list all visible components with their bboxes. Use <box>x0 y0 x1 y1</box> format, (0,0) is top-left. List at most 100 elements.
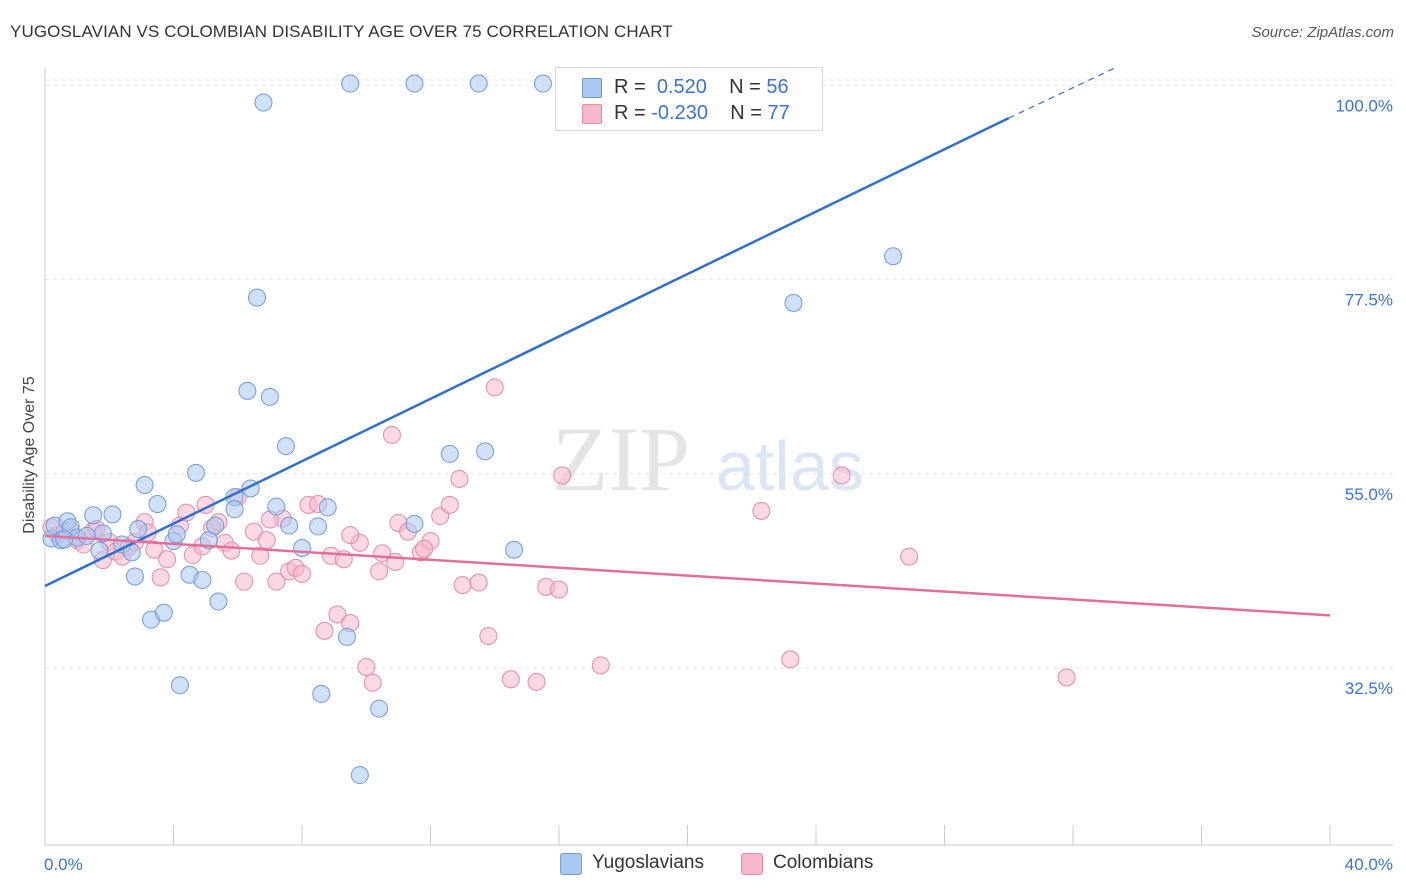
colombian-point <box>328 605 347 624</box>
yugoslavian-point <box>476 442 495 461</box>
yugoslavian-point <box>318 498 337 517</box>
colombian-point <box>453 576 472 595</box>
yugoslavian-point <box>260 387 279 406</box>
colombian-point <box>527 672 546 691</box>
n-label: N = <box>730 102 762 124</box>
y-tick-label: 32.5% <box>1345 679 1393 698</box>
yugoslavian-point <box>84 506 103 525</box>
yugoslavian-point <box>312 684 331 703</box>
yugoslavian-point <box>77 526 96 545</box>
x-tick-label: 40.0% <box>1345 855 1393 874</box>
series-name-colombians: Colombians <box>773 852 874 873</box>
yugoslavian-point <box>267 497 286 516</box>
trend-lines <box>44 67 1331 617</box>
colombian-point <box>357 658 376 677</box>
colombian-point <box>244 522 263 541</box>
colombian-point <box>341 526 360 545</box>
legend-swatch-colombians <box>582 104 602 124</box>
colombian-point <box>415 539 434 558</box>
colombian-point <box>235 572 254 591</box>
n-label: N = <box>729 76 761 98</box>
colombian-point <box>158 550 177 569</box>
yugoslavians-trend-line <box>44 116 1010 588</box>
colombian-point <box>370 562 389 581</box>
axes <box>44 68 1393 846</box>
series-swatch-yugoslavians <box>560 853 582 875</box>
r-label: R = <box>614 76 646 98</box>
yugoslavian-point <box>784 293 803 312</box>
colombian-point <box>485 378 504 397</box>
yugoslavian-point <box>293 539 311 558</box>
correlation-legend: R = 0.520 N = 56 R = -0.230 N = 77 <box>555 67 823 131</box>
colombian-point <box>257 531 276 550</box>
yugoslavian-point <box>225 500 244 519</box>
colombian-point <box>382 425 401 444</box>
r-value: 0.520 <box>656 76 707 98</box>
yugoslavian-point <box>248 288 267 307</box>
yugoslavian-point <box>884 247 903 266</box>
series-name-yugoslavians: Yugoslavians <box>592 852 704 873</box>
yugoslavian-point <box>341 74 360 93</box>
yugoslavian-point <box>148 494 167 513</box>
colombian-point <box>267 572 286 591</box>
series-swatch-colombians <box>741 853 763 875</box>
yugoslavian-point <box>103 505 122 524</box>
y-tick-label: 100.0% <box>1335 96 1393 115</box>
colombian-point <box>479 627 498 646</box>
colombian-point <box>469 573 488 592</box>
y-tick-label: 55.0% <box>1345 485 1393 504</box>
yugoslavian-point <box>193 570 212 589</box>
colombian-point <box>386 552 405 571</box>
yugoslavian-point <box>93 524 112 543</box>
y-tick-label: 77.5% <box>1345 291 1393 310</box>
colombians-trend-line <box>44 534 1331 617</box>
yugoslavian-point <box>254 93 273 112</box>
colombian-point <box>550 580 568 599</box>
yugoslavian-point <box>170 676 189 695</box>
yugoslavian-point <box>276 437 295 456</box>
yugoslavian-point <box>440 444 459 463</box>
colombian-point <box>832 466 851 485</box>
yugoslavian-point <box>370 699 389 718</box>
y-axis-label: Disability Age Over 75 <box>21 376 38 534</box>
n-value: 56 <box>766 76 789 98</box>
colombian-point <box>145 540 164 559</box>
yugoslavians-points <box>42 74 903 785</box>
yugoslavian-point <box>350 766 369 785</box>
yugoslavians-trend-extension <box>1008 67 1116 119</box>
yugoslavian-point <box>55 530 74 549</box>
legend-swatch-yugoslavians <box>582 78 602 98</box>
yugoslavian-point <box>167 525 186 544</box>
x-tick-labels: 0.0% 40.0% <box>44 855 1393 874</box>
n-value: 77 <box>767 102 790 124</box>
colombian-point <box>591 656 610 675</box>
colombian-point <box>251 546 270 565</box>
colombian-point <box>151 568 170 587</box>
watermark-atlas: atlas <box>716 427 864 505</box>
yugoslavian-point <box>337 627 356 646</box>
yugoslavian-point <box>533 74 552 93</box>
colombian-point <box>315 621 334 640</box>
colombian-point <box>501 670 520 689</box>
yugoslavian-point <box>129 520 148 539</box>
colombian-point <box>900 547 919 566</box>
colombian-point <box>363 673 382 692</box>
yugoslavian-point <box>135 475 154 494</box>
yugoslavian-point <box>154 603 173 622</box>
yugoslavian-point <box>238 381 257 400</box>
r-value: -0.230 <box>651 102 708 124</box>
yugoslavian-point <box>405 74 424 93</box>
yugoslavian-point <box>405 514 424 533</box>
yugoslavian-point <box>309 517 328 536</box>
yugoslavian-point <box>469 74 488 93</box>
colombian-point <box>293 564 311 583</box>
x-tick-label: 0.0% <box>44 855 83 874</box>
watermark-zip: ZIP <box>552 408 690 510</box>
watermark: ZIP atlas <box>552 408 864 510</box>
yugoslavian-point <box>186 463 205 482</box>
yugoslavian-point <box>125 567 144 586</box>
yugoslavian-point <box>206 516 225 535</box>
r-label: R = <box>614 102 646 124</box>
colombian-point <box>222 541 241 560</box>
